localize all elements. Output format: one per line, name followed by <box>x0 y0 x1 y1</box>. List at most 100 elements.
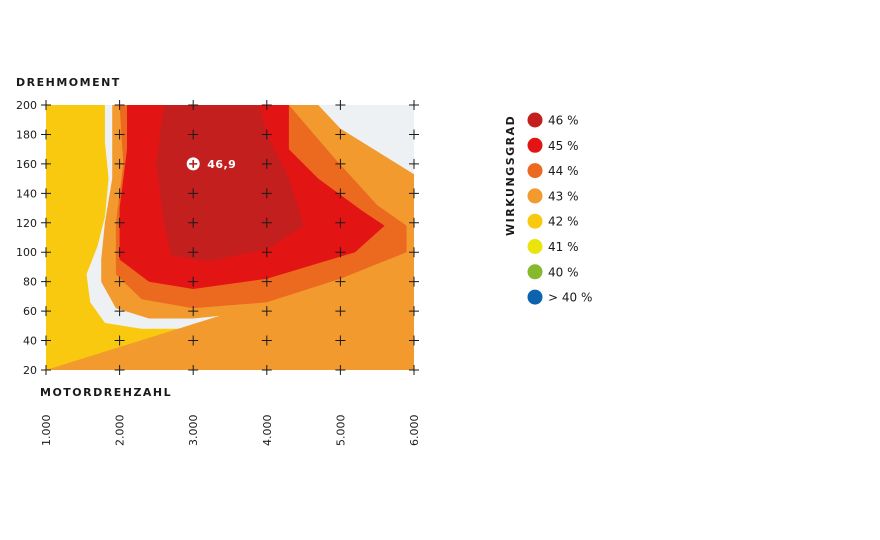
grid-cross-0-7 <box>41 306 51 317</box>
x-tick-label: 1.000 <box>40 415 53 447</box>
grid-cross-5-6 <box>409 276 419 287</box>
grid-cross-4-1 <box>335 129 346 140</box>
legend: 46 % 45 % 44 % 43 % 42 % 41 % 40 % > 40 % <box>527 112 592 305</box>
grid-cross-5-9 <box>409 365 419 375</box>
grid-cross-4-3 <box>335 188 346 199</box>
grid-cross-0-5 <box>41 247 51 258</box>
legend-label: > 40 % <box>548 291 592 305</box>
grid-cross-0-4 <box>41 217 51 228</box>
grid-cross-1-5 <box>114 247 125 258</box>
legend-label: 46 % <box>548 114 579 128</box>
grid-cross-0-9 <box>41 365 51 375</box>
grid-cross-1-6 <box>114 276 125 287</box>
y-tick-label: 20 <box>23 364 37 377</box>
grid-cross-4-0 <box>335 100 346 110</box>
grid-cross-4-9 <box>335 365 346 375</box>
legend-swatch <box>527 289 543 305</box>
grid-cross-3-1 <box>261 129 272 140</box>
grid-cross-1-7 <box>114 306 125 317</box>
grid-cross-2-3 <box>188 188 199 199</box>
grid-cross-2-4 <box>188 217 199 228</box>
grid-cross-4-7 <box>335 306 346 317</box>
annotation-marker-cross <box>189 159 198 168</box>
x-tick-label: 2.000 <box>114 415 127 447</box>
grid-cross-1-9 <box>114 365 125 375</box>
legend-label: 41 % <box>548 240 579 254</box>
grid-cross-3-9 <box>261 365 272 375</box>
y-tick-label: 180 <box>16 128 37 141</box>
grid-cross-1-0 <box>114 100 125 110</box>
y-tick-label: 200 <box>16 99 37 112</box>
grid-cross-1-1 <box>114 129 125 140</box>
grid-cross-5-8 <box>409 335 419 346</box>
grid-cross-4-8 <box>335 335 346 346</box>
grid-cross-5-1 <box>409 129 419 140</box>
legend-swatch <box>527 112 543 128</box>
x-tick-label: 4.000 <box>261 415 274 447</box>
y-tick-label: 60 <box>23 305 37 318</box>
legend-label: 45 % <box>548 139 579 153</box>
legend-label: 40 % <box>548 265 579 279</box>
grid-cross-4-6 <box>335 276 346 287</box>
x-tick-label: 3.000 <box>187 415 200 447</box>
grid-cross-2-1 <box>188 129 199 140</box>
y-axis-ticks: 200 180 160 140 120 100 80 60 40 20 <box>16 99 37 377</box>
grid-cross-2-8 <box>188 335 199 346</box>
grid-cross-3-4 <box>261 217 272 228</box>
grid-cross-2-7 <box>188 306 199 317</box>
legend-swatch <box>527 188 543 204</box>
y-tick-label: 100 <box>16 246 37 259</box>
legend-swatch <box>527 213 543 229</box>
y-tick-label: 120 <box>16 217 37 230</box>
grid-cross-1-8 <box>114 335 125 346</box>
legend-swatch <box>527 137 543 153</box>
legend-swatch <box>527 239 543 254</box>
y-axis-title: DREHMOMENT <box>16 76 121 89</box>
grid-cross-4-2 <box>335 158 346 169</box>
x-axis-ticks: 1.000 2.000 3.000 4.000 5.000 6.000 <box>40 415 421 447</box>
grid-cross-5-5 <box>409 247 419 258</box>
grid-cross-3-7 <box>261 306 272 317</box>
grid-cross-2-5 <box>188 247 199 258</box>
legend-label: 44 % <box>548 164 579 178</box>
grid-cross-4-5 <box>335 247 346 258</box>
grid-cross-5-2 <box>409 158 419 169</box>
grid-cross-2-6 <box>188 276 199 287</box>
grid-cross-2-0 <box>188 100 199 110</box>
grid-cross-3-5 <box>261 247 272 258</box>
grid-cross-0-6 <box>41 276 51 287</box>
grid-cross-5-7 <box>409 306 419 317</box>
grid-cross-1-3 <box>114 188 125 199</box>
grid-cross-2-9 <box>188 365 199 375</box>
grid-cross-0-8 <box>41 335 51 346</box>
grid-cross-1-2 <box>114 158 125 169</box>
grid-cross-0-3 <box>41 188 51 199</box>
plot-area: 46,9 <box>41 100 419 375</box>
legend-swatch <box>527 163 543 179</box>
grid-cross-5-3 <box>409 188 419 199</box>
y-tick-label: 80 <box>23 276 37 289</box>
grid-cross-5-4 <box>409 217 419 228</box>
y-tick-label: 40 <box>23 335 37 348</box>
legend-label: 42 % <box>548 215 579 229</box>
grid-cross-0-2 <box>41 158 51 169</box>
annotation-label: 46,9 <box>207 158 236 171</box>
y-tick-label: 160 <box>16 158 37 171</box>
x-tick-label: 6.000 <box>408 415 421 447</box>
grid-cross-3-6 <box>261 276 272 287</box>
grid-cross-3-8 <box>261 335 272 346</box>
legend-label: 43 % <box>548 189 579 203</box>
grid-cross-3-2 <box>261 158 272 169</box>
x-tick-label: 5.000 <box>334 415 347 447</box>
grid-cross-3-0 <box>261 100 272 110</box>
grid-cross-1-4 <box>114 217 125 228</box>
grid-cross-0-0 <box>41 100 51 110</box>
y-tick-label: 140 <box>16 187 37 200</box>
grid-cross-0-1 <box>41 129 51 140</box>
legend-swatch <box>527 264 543 280</box>
x-axis-title: MOTORDREHZAHL <box>40 386 172 399</box>
grid-cross-3-3 <box>261 188 272 199</box>
grid-cross-5-0 <box>409 100 419 110</box>
legend-title: WIRKUNGSGRAD <box>504 115 517 236</box>
